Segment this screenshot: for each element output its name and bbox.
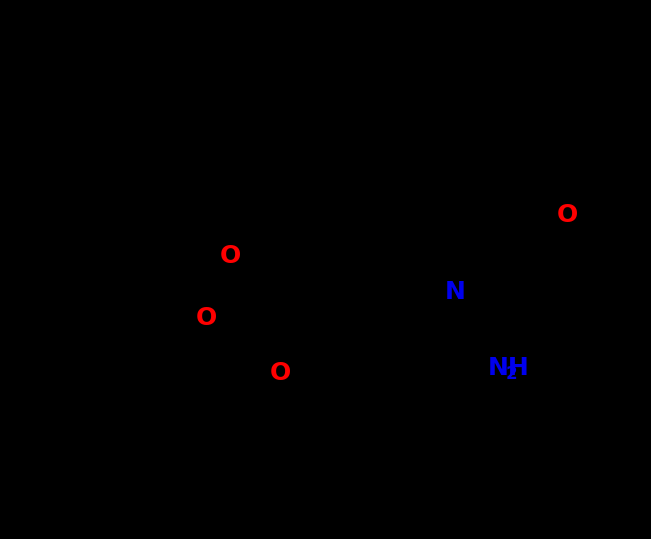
Text: N: N xyxy=(445,280,465,304)
Text: O: O xyxy=(557,203,577,227)
Text: 2: 2 xyxy=(505,365,517,383)
Text: O: O xyxy=(270,361,290,385)
Text: O: O xyxy=(195,306,217,330)
Text: O: O xyxy=(219,244,241,268)
Text: NH: NH xyxy=(488,356,530,380)
